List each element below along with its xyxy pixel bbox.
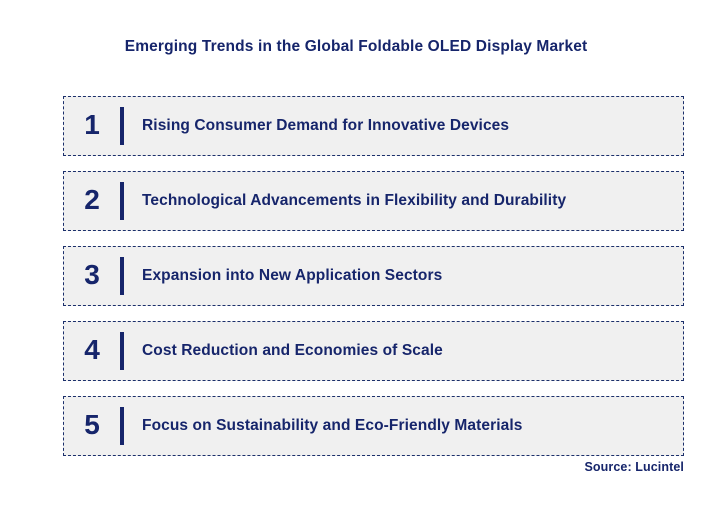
divider-bar — [120, 407, 124, 445]
trend-label: Technological Advancements in Flexibilit… — [142, 192, 567, 209]
list-item: 5 Focus on Sustainability and Eco-Friend… — [63, 396, 684, 456]
trend-number: 2 — [84, 184, 100, 215]
trend-number: 4 — [84, 334, 100, 365]
list-item: 2 Technological Advancements in Flexibil… — [63, 171, 684, 231]
list-item: 4 Cost Reduction and Economies of Scale — [63, 321, 684, 381]
trend-label: Cost Reduction and Economies of Scale — [142, 342, 443, 359]
trend-number: 1 — [84, 109, 100, 140]
divider-bar — [120, 257, 124, 295]
trend-list: 1 Rising Consumer Demand for Innovative … — [63, 96, 684, 456]
divider-bar — [120, 182, 124, 220]
trend-label: Expansion into New Application Sectors — [142, 267, 443, 284]
divider-bar — [120, 107, 124, 145]
list-item: 3 Expansion into New Application Sectors — [63, 246, 684, 306]
page-title: Emerging Trends in the Global Foldable O… — [124, 38, 588, 55]
list-item: 1 Rising Consumer Demand for Innovative … — [63, 96, 684, 156]
trend-label: Rising Consumer Demand for Innovative De… — [142, 117, 510, 134]
divider-bar — [120, 332, 124, 370]
trend-label: Focus on Sustainability and Eco-Friendly… — [142, 417, 523, 434]
trend-number: 5 — [84, 409, 100, 440]
source-attribution: Source: Lucintel — [584, 460, 684, 474]
trend-number: 3 — [84, 259, 100, 290]
